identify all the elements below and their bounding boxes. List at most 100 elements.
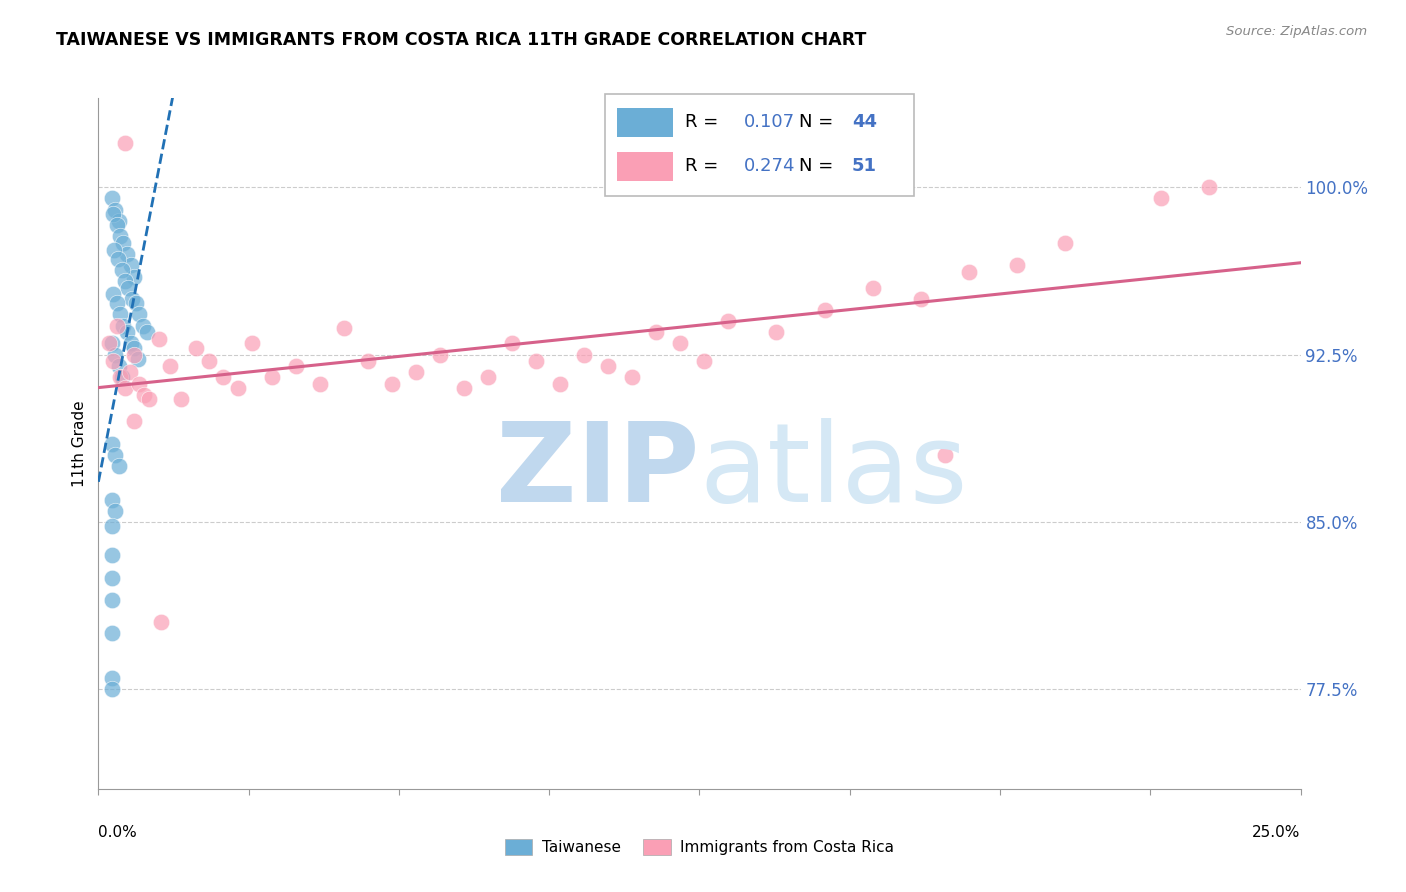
Point [101,192,124,206]
Text: N =: N = [800,158,839,176]
Point [1053,236,1076,251]
Point [131,318,153,333]
Point [260,370,283,384]
Point [572,348,595,362]
Point [765,326,787,340]
Text: 0.107: 0.107 [744,113,794,131]
Point [121,292,143,306]
Point [128,308,150,322]
Point [107,252,129,266]
Point [159,359,181,373]
Text: N =: N = [800,113,839,131]
Point [101,492,124,507]
Point [105,219,128,233]
Point [135,326,157,340]
Point [117,247,139,261]
Point [101,593,124,607]
Point [101,671,124,685]
Point [405,366,427,380]
Point [101,626,124,640]
Point [101,287,124,301]
Point [120,336,142,351]
Point [381,376,404,391]
Point [101,336,124,351]
Point [101,437,124,451]
Point [548,376,571,391]
Point [184,341,207,355]
Point [104,504,127,518]
Text: Source: ZipAtlas.com: Source: ZipAtlas.com [1226,25,1367,38]
Point [124,341,146,355]
Point [104,348,127,362]
Point [101,354,124,368]
FancyBboxPatch shape [617,153,672,181]
Point [124,269,146,284]
Point [112,318,135,333]
Point [645,326,668,340]
Point [111,370,134,384]
Point [107,214,129,228]
Point [148,332,170,346]
Point [357,354,380,368]
Point [105,296,128,310]
FancyBboxPatch shape [605,94,914,196]
Point [101,207,124,221]
Y-axis label: 11th Grade: 11th Grade [72,401,87,487]
Point [284,359,307,373]
Point [117,281,139,295]
Point [934,448,956,462]
Point [212,370,235,384]
Point [813,303,835,318]
Point [101,682,124,697]
Point [108,308,131,322]
Point [308,376,330,391]
Point [170,392,193,407]
Point [120,259,142,273]
Point [112,236,135,251]
Point [107,359,129,373]
Point [1150,192,1173,206]
Point [501,336,523,351]
Point [477,370,499,384]
Point [108,370,131,384]
FancyBboxPatch shape [617,108,672,136]
Point [453,381,475,395]
Point [110,263,132,277]
Point [128,376,150,391]
Point [598,359,620,373]
Text: 51: 51 [852,158,877,176]
Point [957,265,980,279]
Point [125,296,148,310]
Point [1198,180,1220,194]
Point [524,354,547,368]
Point [198,354,221,368]
Point [107,459,129,474]
Point [693,354,716,368]
Point [101,571,124,585]
Point [862,281,884,295]
Point [132,388,155,402]
Point [1005,259,1028,273]
Point [124,348,146,362]
Point [108,229,131,244]
Text: 25.0%: 25.0% [1253,825,1301,840]
Text: atlas: atlas [700,418,967,524]
Point [124,415,146,429]
Point [332,321,354,335]
Point [101,519,124,533]
Point [104,448,127,462]
Point [118,366,141,380]
Point [127,352,149,367]
Point [114,274,136,288]
Point [101,549,124,563]
Legend: Taiwanese, Immigrants from Costa Rica: Taiwanese, Immigrants from Costa Rica [499,832,900,862]
Point [105,318,128,333]
Point [240,336,263,351]
Text: ZIP: ZIP [496,418,700,524]
Point [149,615,172,630]
Point [103,243,125,257]
Point [138,392,160,407]
Point [226,381,249,395]
Text: TAIWANESE VS IMMIGRANTS FROM COSTA RICA 11TH GRADE CORRELATION CHART: TAIWANESE VS IMMIGRANTS FROM COSTA RICA … [56,31,866,49]
Point [910,292,932,306]
